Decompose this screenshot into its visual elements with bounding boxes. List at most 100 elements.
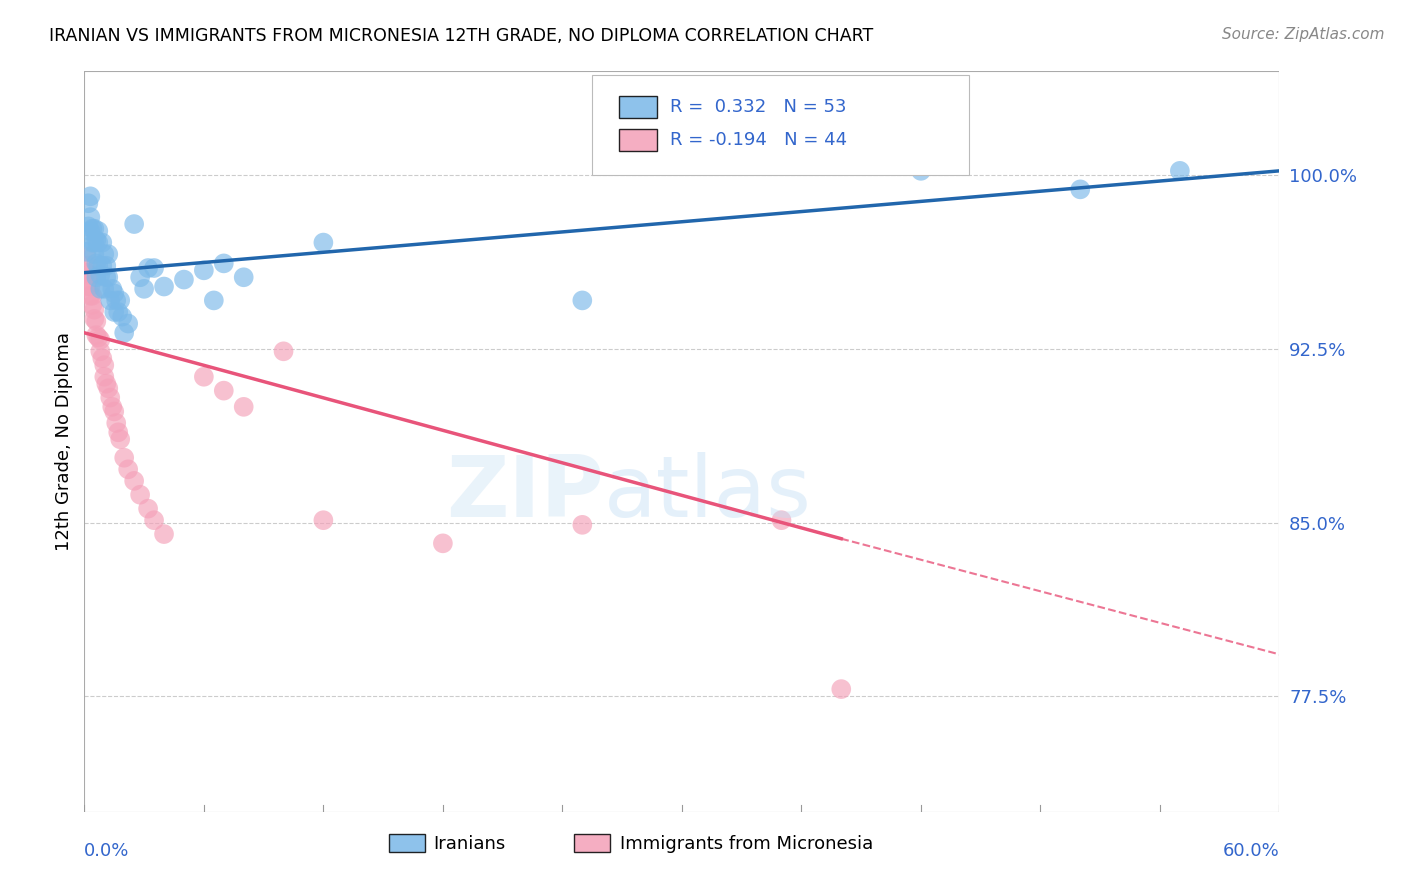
Point xyxy=(91,351,114,366)
Y-axis label: 12th Grade, No Diploma: 12th Grade, No Diploma xyxy=(55,332,73,551)
Text: Iranians: Iranians xyxy=(433,835,506,853)
Point xyxy=(82,221,104,235)
Point xyxy=(83,235,105,250)
Point xyxy=(110,293,132,308)
Point xyxy=(79,189,101,203)
Point xyxy=(1069,182,1091,196)
Point xyxy=(101,400,124,414)
Point xyxy=(79,268,101,282)
Point xyxy=(830,682,852,697)
Point xyxy=(96,376,118,391)
Point xyxy=(193,263,215,277)
Point xyxy=(97,270,120,285)
Point xyxy=(193,369,215,384)
Point xyxy=(89,282,111,296)
Point xyxy=(136,501,159,516)
Point xyxy=(98,293,121,308)
Point xyxy=(86,256,108,270)
Point xyxy=(770,513,793,527)
Point xyxy=(143,260,166,275)
Text: 0.0%: 0.0% xyxy=(84,842,129,860)
Point xyxy=(132,282,156,296)
Point xyxy=(98,391,121,405)
FancyBboxPatch shape xyxy=(592,75,969,175)
FancyBboxPatch shape xyxy=(619,129,657,152)
Point xyxy=(232,400,254,414)
FancyBboxPatch shape xyxy=(389,834,425,853)
Point xyxy=(312,235,335,250)
Point xyxy=(111,310,134,324)
Point xyxy=(93,369,115,384)
Point xyxy=(87,259,110,273)
Point xyxy=(101,282,124,296)
Point xyxy=(77,259,100,273)
Point xyxy=(91,235,114,250)
Point xyxy=(910,164,932,178)
Point xyxy=(82,235,104,250)
Point xyxy=(122,474,145,488)
Point xyxy=(87,224,110,238)
Point xyxy=(75,266,97,280)
Point xyxy=(97,381,120,395)
Point xyxy=(173,272,195,286)
Point xyxy=(122,217,145,231)
Point xyxy=(89,268,111,282)
Point xyxy=(143,513,166,527)
Point xyxy=(75,244,97,259)
Point xyxy=(103,286,125,301)
Point xyxy=(117,462,139,476)
Point xyxy=(75,250,97,264)
Text: 60.0%: 60.0% xyxy=(1223,842,1279,860)
Point xyxy=(93,282,115,296)
Point xyxy=(107,305,129,319)
Text: atlas: atlas xyxy=(605,452,813,535)
Point xyxy=(112,450,135,465)
Point xyxy=(79,279,101,293)
Point xyxy=(110,432,132,446)
Point xyxy=(312,513,335,527)
Point xyxy=(153,279,176,293)
Text: Immigrants from Micronesia: Immigrants from Micronesia xyxy=(620,835,873,853)
Point xyxy=(93,247,115,261)
Point xyxy=(96,259,118,273)
Point xyxy=(86,270,108,285)
FancyBboxPatch shape xyxy=(619,95,657,118)
Point xyxy=(571,517,593,532)
Point xyxy=(112,326,135,340)
FancyBboxPatch shape xyxy=(575,834,610,853)
Point xyxy=(82,289,104,303)
Point xyxy=(107,425,129,440)
Point xyxy=(103,404,125,418)
Point xyxy=(79,289,101,303)
Point xyxy=(129,488,152,502)
Text: IRANIAN VS IMMIGRANTS FROM MICRONESIA 12TH GRADE, NO DIPLOMA CORRELATION CHART: IRANIAN VS IMMIGRANTS FROM MICRONESIA 12… xyxy=(49,27,873,45)
Point xyxy=(87,330,110,344)
Point xyxy=(86,328,108,343)
Text: R = -0.194   N = 44: R = -0.194 N = 44 xyxy=(671,131,846,149)
Point xyxy=(212,384,235,398)
Point xyxy=(86,233,108,247)
Point xyxy=(129,270,152,285)
Point xyxy=(153,527,176,541)
Text: R =  0.332   N = 53: R = 0.332 N = 53 xyxy=(671,98,846,116)
Point xyxy=(87,235,110,250)
Point xyxy=(89,333,111,347)
Point xyxy=(86,314,108,328)
Point xyxy=(77,219,100,234)
Point xyxy=(432,536,454,550)
Point xyxy=(1168,164,1191,178)
Point xyxy=(83,302,105,317)
Point xyxy=(105,293,128,308)
Text: ZIP: ZIP xyxy=(447,452,605,535)
Point xyxy=(273,344,295,359)
Point xyxy=(82,298,104,312)
Point xyxy=(77,196,100,211)
Point xyxy=(83,221,105,235)
Point xyxy=(89,344,111,359)
Point xyxy=(202,293,225,308)
Point xyxy=(232,270,254,285)
Point xyxy=(136,260,159,275)
Point xyxy=(83,247,105,261)
Point xyxy=(105,416,128,430)
Point xyxy=(91,259,114,273)
